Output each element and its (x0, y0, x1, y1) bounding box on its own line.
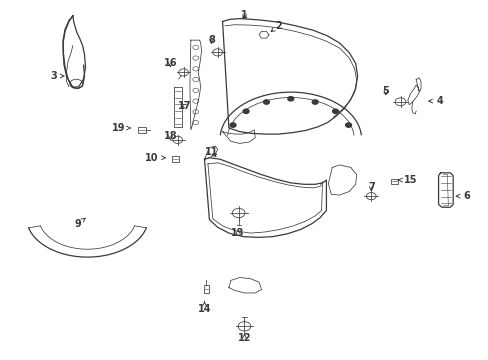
Text: 4: 4 (428, 96, 442, 106)
Text: 3: 3 (50, 71, 64, 81)
Text: 19: 19 (112, 123, 131, 133)
Circle shape (345, 123, 351, 127)
Text: 14: 14 (197, 301, 211, 314)
Text: 8: 8 (207, 35, 214, 45)
Circle shape (287, 96, 293, 101)
Bar (138, 127, 146, 133)
Bar (390, 179, 397, 184)
Text: 18: 18 (163, 131, 177, 141)
Circle shape (243, 109, 248, 113)
Text: 13: 13 (231, 228, 244, 238)
Text: 9: 9 (74, 218, 85, 229)
Text: 2: 2 (270, 21, 282, 32)
Text: 1: 1 (241, 10, 247, 20)
Text: 5: 5 (382, 86, 388, 96)
Text: 12: 12 (237, 333, 251, 343)
Text: 11: 11 (204, 147, 218, 157)
Circle shape (332, 109, 338, 113)
Text: 7: 7 (367, 182, 374, 192)
Text: 15: 15 (397, 175, 416, 185)
Circle shape (230, 123, 236, 127)
Bar (203, 285, 209, 293)
Circle shape (263, 100, 269, 104)
Circle shape (312, 100, 318, 104)
Bar (171, 156, 178, 162)
Text: 6: 6 (455, 191, 469, 201)
Text: 10: 10 (145, 153, 165, 163)
Text: 17: 17 (178, 101, 191, 111)
Text: 16: 16 (163, 58, 177, 68)
